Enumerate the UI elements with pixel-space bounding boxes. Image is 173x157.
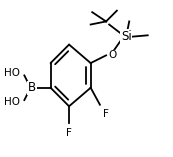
Text: F: F — [66, 128, 72, 138]
Text: HO: HO — [4, 97, 20, 107]
Text: HO: HO — [4, 68, 20, 78]
Text: F: F — [103, 109, 109, 119]
Text: O: O — [108, 50, 117, 60]
Text: B: B — [28, 81, 36, 94]
Text: Si: Si — [121, 30, 131, 43]
